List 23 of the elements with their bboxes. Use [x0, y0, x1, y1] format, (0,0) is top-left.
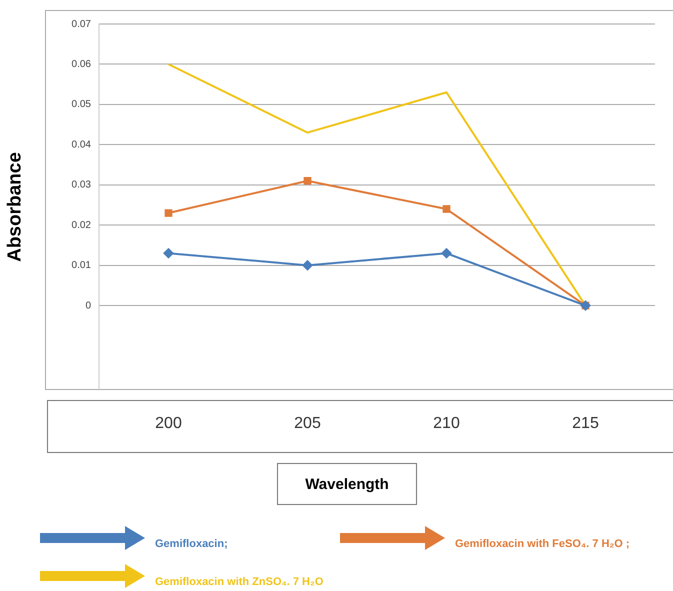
x-tick-label: 215 [572, 415, 599, 432]
point [164, 209, 172, 217]
point [302, 260, 312, 270]
y-tick-label: 0.07 [72, 18, 92, 30]
point [164, 248, 174, 258]
point [304, 177, 312, 185]
text: Gemifloxacin with FeSO₄. 7 H₂O ; [455, 538, 630, 550]
point [442, 248, 452, 258]
y-tick-label: 0.05 [72, 99, 92, 110]
y-axis-title: Absorbance [4, 152, 26, 262]
x-tick-label: 210 [433, 415, 460, 432]
y-tick-label: 0.03 [72, 180, 92, 191]
y-tick-label: 0 [85, 300, 92, 312]
y-tick-label: 0.02 [72, 220, 92, 231]
y-tick-label: 0.06 [72, 58, 92, 70]
text: Gemifloxacin; [155, 538, 228, 550]
x-axis-title: Wavelength [277, 463, 417, 505]
point [442, 205, 450, 213]
x-tick-label: 205 [294, 415, 321, 432]
y-tick-label: 0.04 [72, 139, 92, 150]
text: Gemifloxacin with ZnSO₄. 7 H₂O [155, 576, 324, 588]
x-tick-label: 200 [155, 415, 182, 432]
y-tick-label: 0.01 [72, 260, 92, 272]
